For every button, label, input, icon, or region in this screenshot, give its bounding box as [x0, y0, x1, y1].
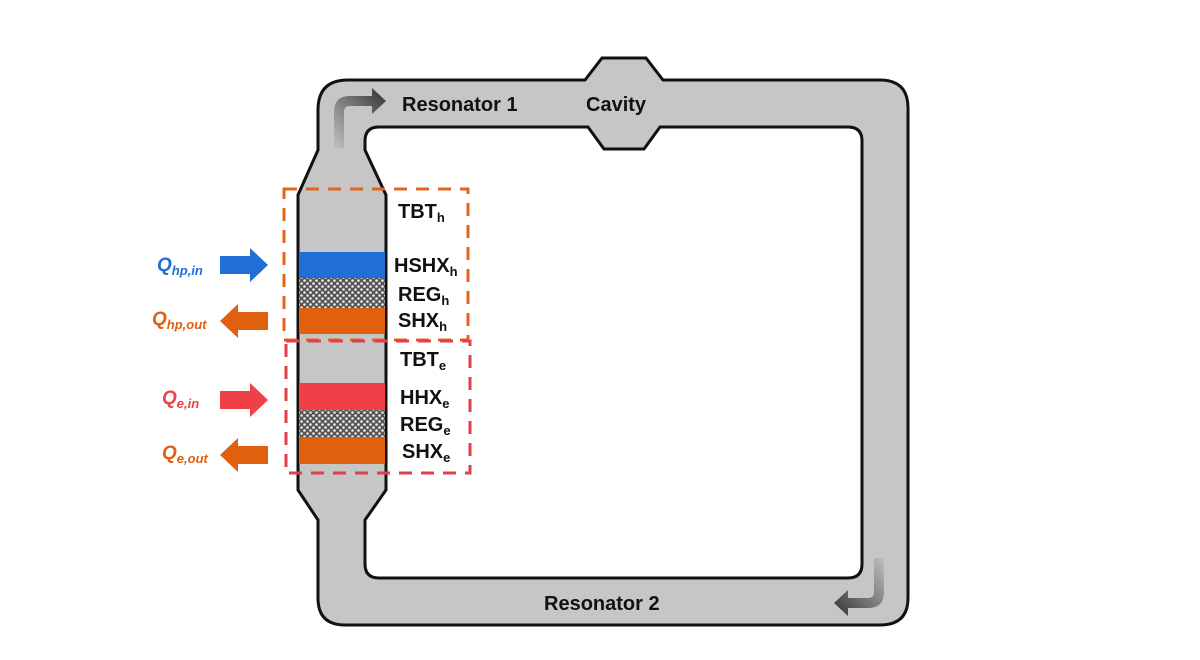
shx-e-label: SHXe — [402, 441, 450, 465]
heat-in-arrow-icon — [220, 383, 268, 417]
hshx-h-label: HSHXh — [394, 255, 458, 279]
engine-stage-box — [284, 339, 472, 475]
reg-e-label: REGe — [400, 414, 451, 438]
hhx-e-label: HHXe — [400, 387, 449, 411]
q-e-in-label: Qe,in — [162, 388, 199, 411]
shx-h-label: SHXh — [398, 310, 447, 334]
cavity-label: Cavity — [586, 94, 647, 116]
q-hp-out-label: Qhp,out — [152, 309, 207, 332]
resonator2-label: Resonator 2 — [544, 593, 660, 615]
hshx-h-band — [299, 252, 385, 278]
heat-in-arrow-icon — [220, 248, 268, 282]
tbt-h-label: TBTh — [398, 201, 445, 225]
resonator-loop-tube — [296, 56, 910, 627]
shx-e-band — [299, 437, 385, 464]
tbt-e-label: TBTe — [400, 349, 446, 373]
q-hp-in-label: Qhp,in — [157, 255, 203, 278]
flow-arrow-icon — [834, 558, 884, 616]
reg-e-band — [299, 410, 385, 437]
flow-arrow-icon — [334, 88, 386, 148]
q-e-out-label: Qe,out — [162, 443, 209, 466]
heat-out-arrow-icon — [220, 304, 268, 338]
reg-h-label: REGh — [398, 284, 449, 308]
shx-h-band — [299, 308, 385, 334]
reg-h-band — [299, 278, 385, 308]
hhx-e-band — [299, 383, 385, 410]
resonator1-label: Resonator 1 — [402, 94, 518, 116]
heat-out-arrow-icon — [220, 438, 268, 472]
